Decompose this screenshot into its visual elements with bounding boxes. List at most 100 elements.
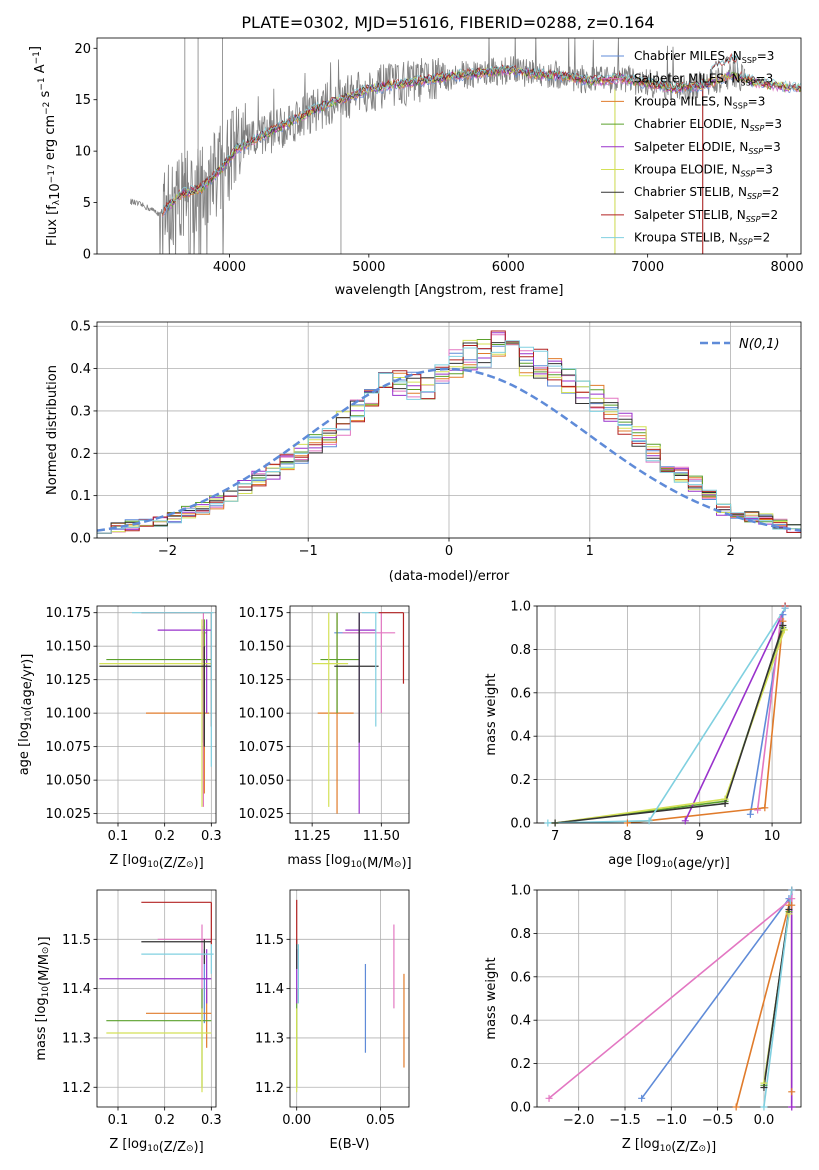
y-tick-label: 0.2 bbox=[510, 773, 531, 788]
legend-name: Kroupa MILES, N bbox=[634, 94, 733, 108]
label-part: age [ bbox=[17, 742, 32, 775]
x-axis-label: mass [log10(M/M⊙)] bbox=[287, 853, 411, 871]
label-part: ⊙ bbox=[698, 1144, 706, 1154]
label-part: Z [ bbox=[109, 1137, 127, 1152]
label-part: Normed distribution bbox=[45, 365, 60, 495]
y-tick-label: 10.150 bbox=[46, 640, 92, 655]
x-tick-label: −1.0 bbox=[656, 1113, 688, 1128]
x-tick-label: 7 bbox=[551, 829, 559, 844]
x-tick-label: 0.1 bbox=[108, 829, 129, 844]
axes-mass_vs_ebv: 0.00 0.05 11.2 11.3 11.4 11.5 E(B-V) bbox=[255, 889, 410, 1152]
y-tick-label: 0.2 bbox=[70, 447, 91, 462]
label-part: (M/M bbox=[362, 856, 394, 871]
label-part: ⊙ bbox=[394, 860, 402, 870]
y-tick-label: 10.075 bbox=[239, 740, 285, 755]
x-tick-label: 0 bbox=[445, 544, 453, 559]
y-tick-label: 10.125 bbox=[239, 673, 285, 688]
plot-area bbox=[99, 901, 214, 1093]
y-tick-label: 10.025 bbox=[46, 807, 92, 822]
legend-sub: SSP bbox=[741, 170, 756, 179]
y-tick-label: 10.175 bbox=[46, 606, 92, 621]
legend-label-kroupa-stelib: Kroupa STELIB, NSSP=2 bbox=[634, 231, 770, 247]
label-sub: 10 bbox=[147, 860, 159, 870]
label-part: )] bbox=[401, 856, 411, 871]
legend-name: Kroupa ELODIE, N bbox=[634, 163, 741, 177]
x-tick-label: 6000 bbox=[492, 260, 525, 275]
weight-marker-salpeter-elodie bbox=[788, 1103, 796, 1111]
y-tick-label: 0.1 bbox=[70, 489, 91, 504]
label-part: Z [ bbox=[109, 853, 127, 868]
x-axis-label: E(B-V) bbox=[329, 1137, 369, 1152]
x-tick-label: 8000 bbox=[771, 260, 804, 275]
x-tick-label: 4000 bbox=[213, 260, 246, 275]
x-tick-label: 0.1 bbox=[108, 1113, 129, 1128]
label-part: 10 bbox=[48, 183, 63, 200]
label-part: log bbox=[642, 853, 662, 868]
weight-marker-kroupa-stelib bbox=[645, 817, 653, 825]
x-tick-label: 5000 bbox=[352, 260, 385, 275]
label-part: mass weight bbox=[484, 673, 499, 755]
label-part: (M/M bbox=[37, 954, 52, 986]
y-tick-label: 10.050 bbox=[239, 774, 285, 789]
label-part: )] bbox=[37, 936, 52, 946]
legend-label-normal: N(0,1) bbox=[739, 337, 780, 352]
legend-label-salpeter-miles: Salpeter MILES, NSSP=3 bbox=[634, 72, 773, 88]
x-tick-label: 0.0 bbox=[754, 1113, 775, 1128]
legend-label-chabrier-elodie: Chabrier ELODIE, NSSP=3 bbox=[634, 117, 782, 133]
label-part: )] bbox=[706, 1140, 716, 1155]
legend-n: =3 bbox=[748, 94, 766, 108]
y-tick-label: 0.0 bbox=[70, 532, 91, 547]
y-axis-label: mass weight bbox=[484, 957, 499, 1039]
axes-frame bbox=[536, 889, 802, 1108]
plot-area bbox=[548, 890, 793, 1107]
label-part: log bbox=[17, 722, 32, 742]
plot-area bbox=[547, 607, 786, 823]
axes-frame bbox=[96, 889, 217, 1108]
weight-marker-kroupa-miles bbox=[788, 1088, 796, 1096]
legend-sub: SSP bbox=[750, 124, 765, 133]
axes-residuals: −2 −1 0 1 2 0.0 0.1 0.2 0.3 0.4 0.5 N(0,1) (data-mod… bbox=[45, 320, 802, 584]
x-tick-label: 9 bbox=[696, 829, 704, 844]
weight-marker-salpeter-miles bbox=[788, 895, 796, 903]
legend-name: Salpeter MILES, N bbox=[634, 72, 741, 86]
axes-frame bbox=[536, 605, 802, 824]
label-part: (Z/Z bbox=[159, 1140, 186, 1155]
label-part: log bbox=[127, 1137, 147, 1152]
weight-marker-chabrier-miles bbox=[638, 1094, 646, 1102]
plot-area bbox=[130, 38, 801, 254]
label-part: ⊙ bbox=[186, 860, 194, 870]
x-tick-label: 1 bbox=[586, 544, 594, 559]
axes-frame bbox=[289, 889, 410, 1108]
legend-label-salpeter-elodie: Salpeter ELODIE, NSSP=3 bbox=[634, 140, 781, 156]
axes-frame bbox=[96, 37, 802, 255]
y-tick-label: 10.175 bbox=[239, 606, 285, 621]
y-tick-label: 10.025 bbox=[239, 807, 285, 822]
label-part: −1 bbox=[32, 51, 42, 64]
legend-sub: SSP bbox=[747, 192, 762, 201]
legend-n: =2 bbox=[753, 231, 771, 245]
y-axis-label: mass weight bbox=[484, 673, 499, 755]
x-tick-label: 11.50 bbox=[363, 829, 400, 844]
weight-line-kroupa-stelib bbox=[763, 890, 793, 1107]
y-tick-label: 11.5 bbox=[255, 933, 284, 948]
y-tick-label: 11.4 bbox=[62, 982, 91, 997]
y-axis-label: mass [log10(M/M⊙)] bbox=[34, 936, 52, 1060]
label-part: log bbox=[640, 1137, 660, 1152]
y-tick-label: 20 bbox=[74, 42, 91, 57]
y-tick-label: 10.075 bbox=[46, 740, 92, 755]
weight-marker-kroupa-stelib bbox=[760, 1103, 768, 1111]
legend-name: Kroupa STELIB, N bbox=[634, 231, 738, 245]
legend-n: =2 bbox=[760, 208, 778, 222]
label-part: (age/yr)] bbox=[673, 856, 730, 871]
legend-name: Chabrier ELODIE, N bbox=[634, 117, 750, 131]
y-tick-label: 0.6 bbox=[510, 686, 531, 701]
weight-line-chabrier-miles bbox=[641, 898, 790, 1099]
x-axis-label: Z [log10(Z/Z⊙)] bbox=[109, 1137, 203, 1155]
weight-line-salpeter-elodie bbox=[684, 607, 786, 822]
label-part: Flux [f bbox=[45, 205, 60, 246]
legend-name: Chabrier MILES, N bbox=[634, 49, 742, 63]
label-part: log bbox=[331, 853, 351, 868]
label-part: (data-model)/error bbox=[389, 569, 510, 584]
label-part: s bbox=[38, 90, 53, 101]
